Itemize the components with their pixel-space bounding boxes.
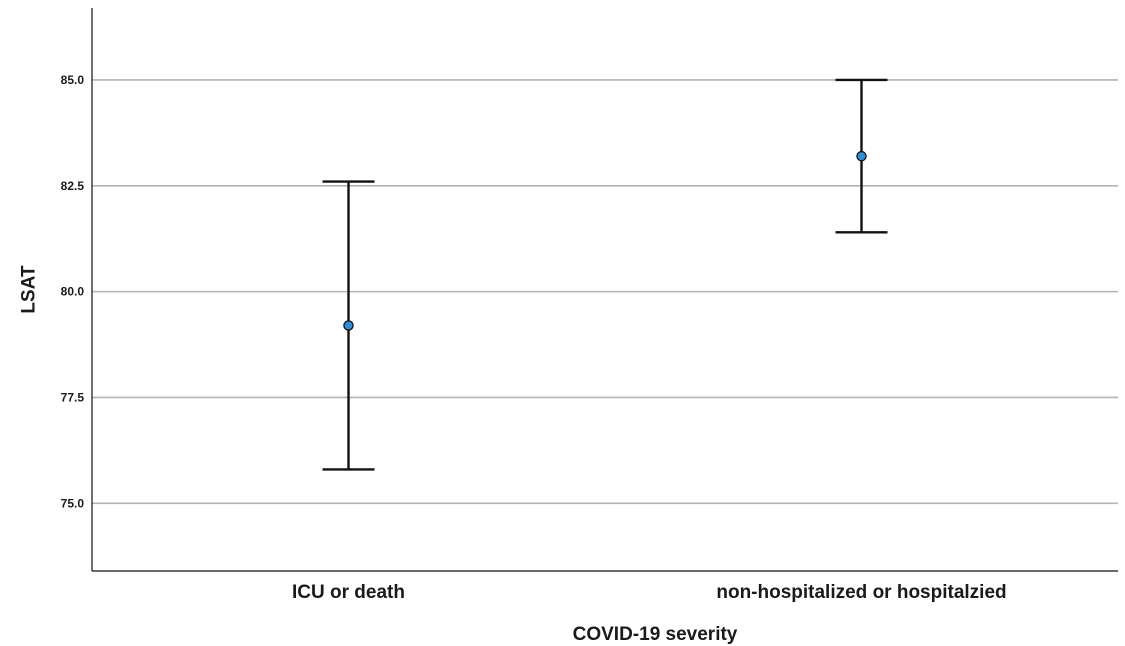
gridlines [92, 79, 1118, 505]
y-tick-label: 77.5 [61, 390, 85, 404]
x-tick-label: non-hospitalized or hospitalzied [716, 582, 1006, 603]
error-bar-group [322, 180, 375, 471]
y-axis-title: LSAT [19, 265, 40, 314]
x-axis-title: COVID-19 severity [573, 624, 738, 645]
x-tick-labels: ICU or death non-hospitalized or hospital… [292, 582, 1007, 603]
error-bar-series [322, 78, 888, 471]
y-tick-label: 80.0 [61, 285, 85, 299]
error-bar-group [835, 78, 888, 234]
x-tick-label: ICU or death [292, 582, 405, 603]
y-tick-label: 75.0 [61, 496, 85, 510]
axes [91, 8, 1118, 572]
mean-marker [343, 320, 354, 331]
mean-marker [856, 150, 867, 162]
y-tick-label: 85.0 [61, 73, 85, 87]
y-tick-label: 82.5 [61, 179, 85, 193]
y-tick-labels: 75.0 77.5 80.0 82.5 85.0 [61, 73, 85, 510]
